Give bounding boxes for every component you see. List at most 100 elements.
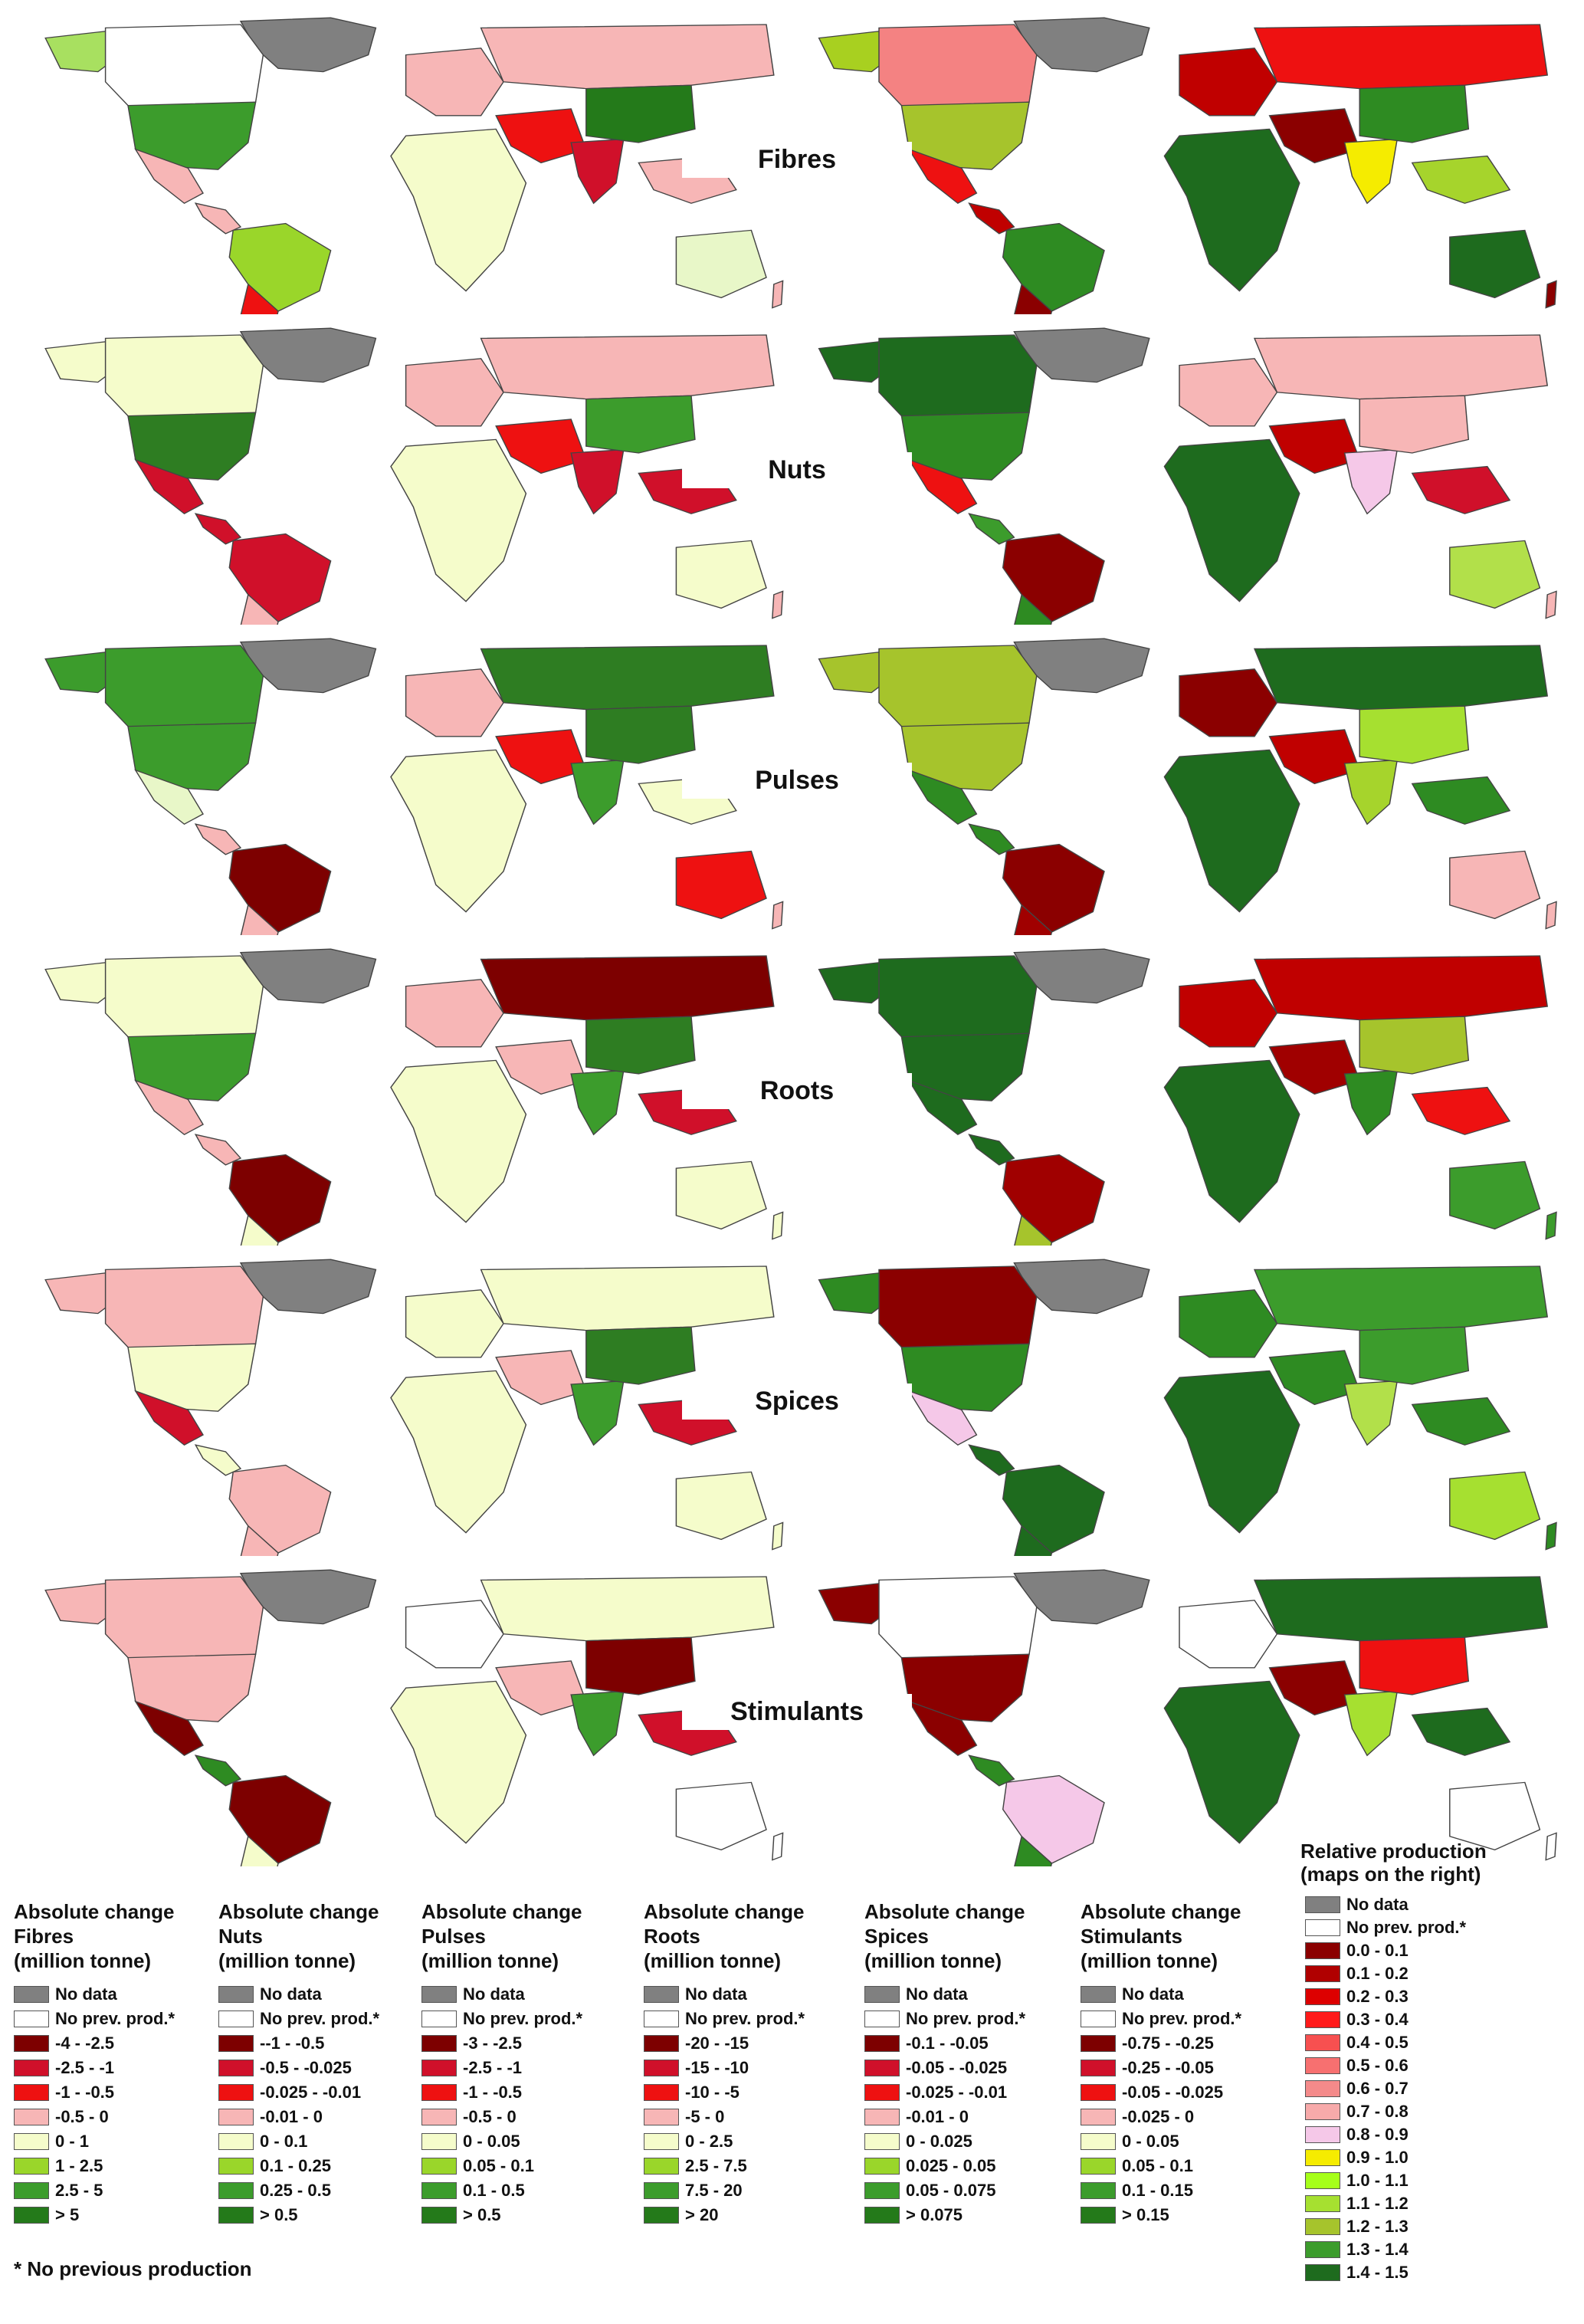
relative-stimulants-map <box>818 1569 1557 1866</box>
legend-swatch <box>218 2207 254 2224</box>
relative-legend-item: 1.2 - 1.3 <box>1305 2217 1487 2237</box>
relative-stimulants-region-cn <box>1359 1636 1470 1695</box>
relative-legend-items: No data No prev. prod.* 0.0 - 0.1 0.1 - 0.2… <box>1305 1895 1487 2283</box>
legend-swatch <box>14 2133 49 2150</box>
absolute-fibres-region-nz <box>772 280 784 309</box>
absolute-spices-region-me <box>495 1350 587 1406</box>
legend-swatch <box>1081 2158 1116 2175</box>
absolute-fibres-region-sa-n <box>228 222 332 312</box>
relative-legend-label: 0.6 - 0.7 <box>1346 2079 1409 2098</box>
relative-legend-label: 1.4 - 1.5 <box>1346 2263 1409 2282</box>
relative-legend-label: 1.3 - 1.4 <box>1346 2240 1409 2259</box>
absolute-roots-region-ca <box>104 955 264 1041</box>
legend-item: No prev. prod.* <box>218 2008 379 2030</box>
row-label-fibres: Fibres <box>682 142 912 178</box>
relative-fibres-region-eu <box>1179 48 1278 117</box>
legend-swatch <box>421 2182 457 2199</box>
legend-label: -20 - -15 <box>685 2034 749 2053</box>
relative-pulses-region-sa-s <box>1014 904 1053 935</box>
map-pair-stimulants <box>44 1569 1557 1866</box>
legend-swatch <box>864 2158 900 2175</box>
absolute-stimulants-region-eu <box>405 1600 504 1669</box>
legend-title-line: Absolute change <box>864 1900 1025 1923</box>
legend-label: 0.05 - 0.1 <box>463 2156 534 2175</box>
relative-legend-item: 1.4 - 1.5 <box>1305 2263 1487 2283</box>
relative-fibres-region-in <box>1343 138 1399 205</box>
relative-pulses-region-eu <box>1179 668 1278 737</box>
legend-swatch <box>644 2182 679 2199</box>
relative-stimulants-region-mx <box>907 1700 978 1757</box>
relative-nuts-region-au <box>1449 540 1541 609</box>
legend-swatch <box>218 2084 254 2101</box>
absolute-fibres-region-me <box>495 108 587 164</box>
legend-item: 7.5 - 20 <box>644 2180 805 2201</box>
relative-legend-swatch <box>1305 2034 1340 2051</box>
legend-item: No data <box>1081 1984 1241 2005</box>
legend-swatch <box>644 2060 679 2076</box>
legend-title: Absolute change Roots (million tonne) <box>644 1899 805 1973</box>
footnote: * No previous production <box>14 2257 252 2280</box>
legend-item: -4 - -2.5 <box>14 2033 175 2054</box>
legend-label: > 0.5 <box>463 2205 501 2224</box>
relative-legend-item: No data <box>1305 1895 1487 1915</box>
legend-item: -2.5 - -1 <box>14 2057 175 2079</box>
legend-item: No data <box>644 1984 805 2005</box>
legend-item: -3 - -2.5 <box>421 2033 582 2054</box>
relative-fibres-map <box>818 17 1557 314</box>
legend-item: -20 - -15 <box>644 2033 805 2054</box>
absolute-pulses-region-nz <box>772 901 784 930</box>
absolute-roots-region-in <box>570 1069 625 1136</box>
legend-swatch <box>1081 2035 1116 2052</box>
legend-item: -0.025 - -0.01 <box>218 2082 379 2103</box>
relative-roots-map <box>818 948 1557 1246</box>
relative-nuts-region-me <box>1268 419 1361 474</box>
legend-title: Absolute change Fibres (million tonne) <box>14 1899 175 1973</box>
legend-label: -0.5 - 0 <box>463 2107 517 2126</box>
legend-swatch <box>14 2158 49 2175</box>
legend-swatch <box>864 2207 900 2224</box>
relative-stimulants-region-ca-am <box>968 1754 1015 1787</box>
relative-roots-region-in <box>1343 1069 1399 1136</box>
legend-label: -1 - -0.5 <box>463 2083 523 2102</box>
legend-label: -0.025 - 0 <box>1122 2107 1195 2126</box>
legend-item: 0 - 0.1 <box>218 2131 379 2152</box>
absolute-fibres-region-mx <box>134 148 204 205</box>
relative-stimulants-region-me <box>1268 1660 1361 1716</box>
absolute-nuts-region-ca <box>104 334 264 420</box>
legend-label: -4 - -2.5 <box>55 2034 115 2053</box>
absolute-stimulants-region-ca-am <box>194 1754 242 1787</box>
legend-fibres: Absolute change Fibres (million tonne) No d… <box>14 1899 175 2229</box>
legend-label: No data <box>685 1984 747 2004</box>
absolute-pulses-region-in <box>570 759 625 826</box>
legend-swatch <box>218 2011 254 2027</box>
legend-item: No prev. prod.* <box>864 2008 1025 2030</box>
absolute-roots-map <box>44 948 784 1246</box>
relative-fibres-region-me <box>1268 108 1361 164</box>
relative-stimulants-region-au <box>1449 1781 1541 1851</box>
legend-swatch <box>14 1986 49 2003</box>
relative-nuts-region-mx <box>907 458 978 515</box>
relative-legend-label: 0.1 - 0.2 <box>1346 1964 1409 1983</box>
legend-item: --1 - -0.5 <box>218 2033 379 2054</box>
absolute-pulses-region-ru <box>480 645 775 711</box>
relative-legend-label: 0.0 - 0.1 <box>1346 1941 1409 1960</box>
absolute-nuts-region-ru <box>480 334 775 400</box>
legend-item: -0.5 - -0.025 <box>218 2057 379 2079</box>
relative-roots-region-ca <box>878 955 1038 1041</box>
legend-item: -2.5 - -1 <box>421 2057 582 2079</box>
relative-spices-map <box>818 1259 1557 1556</box>
legend-item: -15 - -10 <box>644 2057 805 2079</box>
absolute-spices-map <box>44 1259 784 1556</box>
legend-label: -10 - -5 <box>685 2083 740 2102</box>
relative-legend-swatch <box>1305 2264 1340 2281</box>
legend-item: No prev. prod.* <box>644 2008 805 2030</box>
legend-swatch <box>218 2060 254 2076</box>
absolute-roots-region-eu <box>405 979 504 1048</box>
legend-swatch <box>218 2182 254 2199</box>
legend-label: 0 - 1 <box>55 2132 90 2151</box>
relative-legend-swatch <box>1305 2149 1340 2166</box>
legend-swatch <box>644 2035 679 2052</box>
legend-item: 0 - 0.05 <box>1081 2131 1241 2152</box>
relative-legend-swatch <box>1305 1988 1340 2005</box>
legend-label: 0.05 - 0.1 <box>1122 2156 1193 2175</box>
